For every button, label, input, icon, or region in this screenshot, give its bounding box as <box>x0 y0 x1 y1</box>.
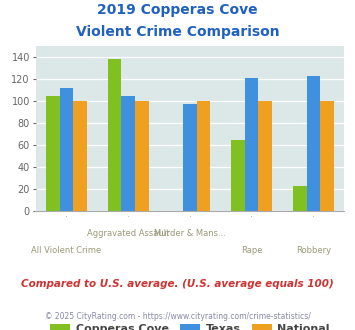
Text: Aggravated Assault: Aggravated Assault <box>87 229 169 238</box>
Legend: Copperas Cove, Texas, National: Copperas Cove, Texas, National <box>46 319 334 330</box>
Bar <box>245 78 258 211</box>
Text: Robbery: Robbery <box>296 246 331 255</box>
Text: Murder & Mans...: Murder & Mans... <box>154 229 226 238</box>
Text: Rape: Rape <box>241 246 262 255</box>
Bar <box>307 76 320 211</box>
Text: © 2025 CityRating.com - https://www.cityrating.com/crime-statistics/: © 2025 CityRating.com - https://www.city… <box>45 312 310 321</box>
Bar <box>231 140 245 211</box>
Bar <box>293 186 307 211</box>
Text: All Violent Crime: All Violent Crime <box>31 246 102 255</box>
Bar <box>60 88 73 211</box>
Bar <box>183 105 197 211</box>
Bar <box>320 101 334 211</box>
Text: Violent Crime Comparison: Violent Crime Comparison <box>76 25 279 39</box>
Bar <box>135 101 148 211</box>
Bar <box>197 101 210 211</box>
Bar <box>258 101 272 211</box>
Bar <box>121 96 135 211</box>
Text: 2019 Copperas Cove: 2019 Copperas Cove <box>97 3 258 17</box>
Bar <box>46 96 60 211</box>
Bar <box>73 101 87 211</box>
Text: Compared to U.S. average. (U.S. average equals 100): Compared to U.S. average. (U.S. average … <box>21 279 334 289</box>
Bar <box>108 59 121 211</box>
